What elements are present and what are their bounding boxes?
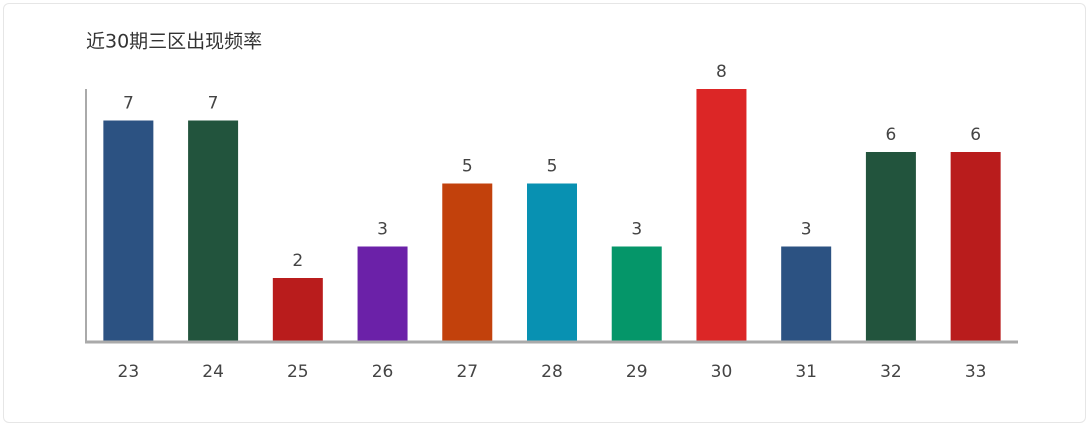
x-tick-label: 27 <box>456 362 478 382</box>
data-label: 3 <box>801 220 812 240</box>
bar <box>781 246 832 341</box>
x-tick-label: 29 <box>626 362 648 382</box>
bar <box>103 120 154 341</box>
data-label: 6 <box>885 125 896 145</box>
data-label: 8 <box>716 62 727 82</box>
chart-title: 近30期三区出现频率 <box>86 31 262 53</box>
data-label: 2 <box>292 251 303 271</box>
data-label: 3 <box>631 220 642 240</box>
data-label: 3 <box>377 220 388 240</box>
x-tick-label: 25 <box>287 362 309 382</box>
bar <box>357 246 408 341</box>
x-tick-label: 24 <box>202 362 224 382</box>
data-label: 5 <box>547 157 558 177</box>
x-tick-label: 30 <box>711 362 733 382</box>
data-label: 7 <box>123 94 134 114</box>
data-label: 5 <box>462 157 473 177</box>
x-tick-label: 31 <box>795 362 817 382</box>
bar <box>611 246 662 341</box>
card <box>3 3 1086 423</box>
bar <box>272 278 323 341</box>
x-tick-label: 33 <box>965 362 987 382</box>
x-tick-label: 26 <box>372 362 394 382</box>
x-tick-label: 32 <box>880 362 902 382</box>
x-tick-label: 28 <box>541 362 563 382</box>
bar <box>527 183 577 341</box>
bar <box>950 152 1001 341</box>
bar <box>442 183 493 341</box>
bar <box>865 152 916 341</box>
bar <box>188 120 239 341</box>
data-label: 6 <box>970 125 981 145</box>
x-tick-label: 23 <box>118 362 140 382</box>
bar <box>696 89 747 341</box>
data-label: 7 <box>208 94 219 114</box>
